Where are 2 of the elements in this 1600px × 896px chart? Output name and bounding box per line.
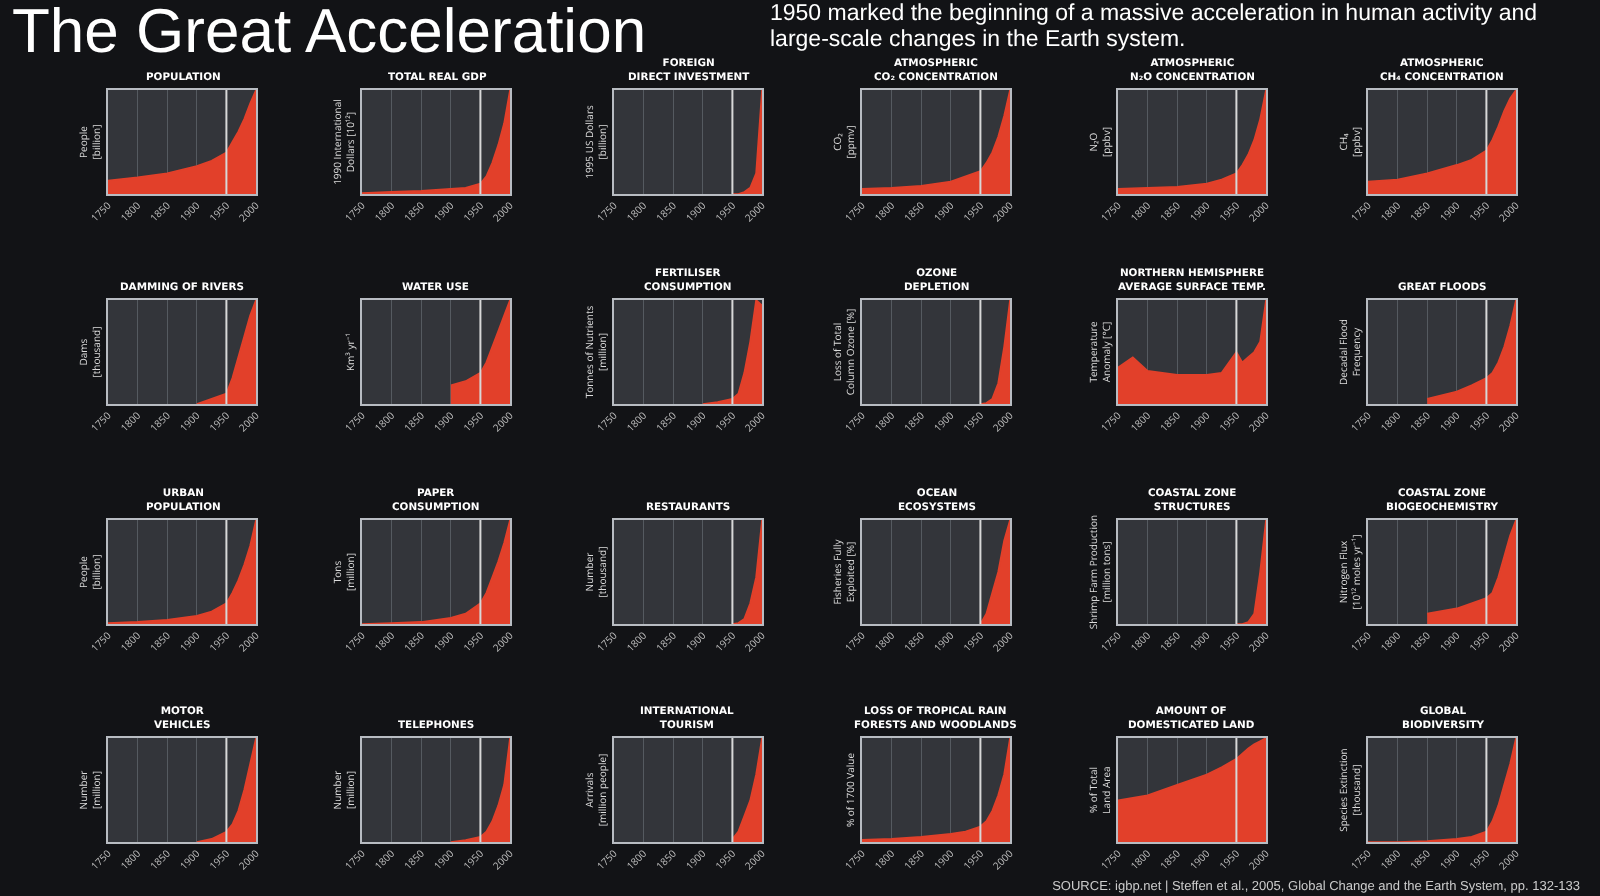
text: 1950 marked the beginning of a massive acceleration in human activity and large-scale changes in the Earth system. (770, 2, 1540, 54)
text: The Great Acceleration (12, 0, 647, 68)
